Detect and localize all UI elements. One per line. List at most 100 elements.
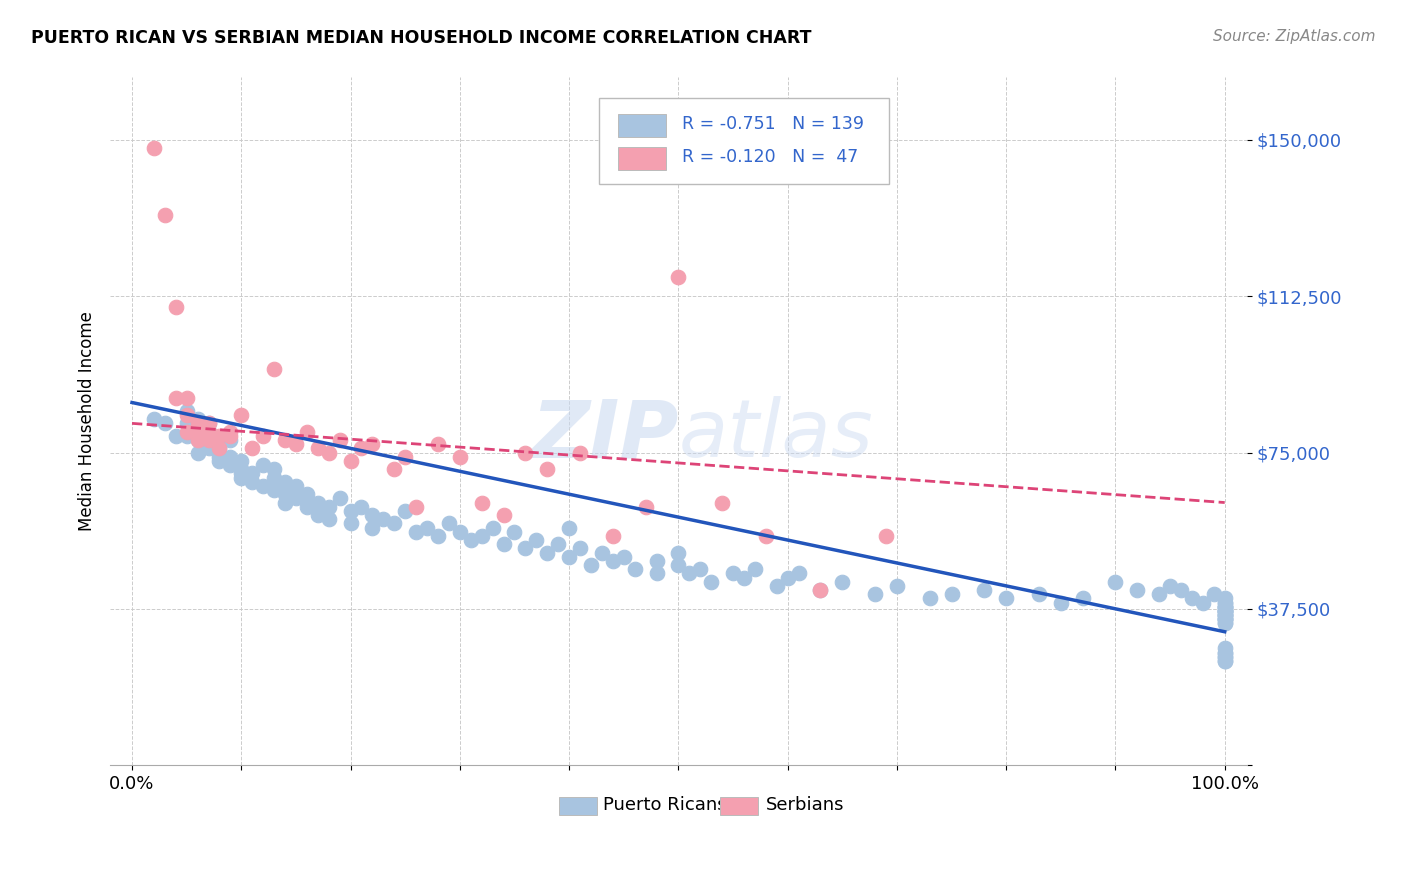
Point xyxy=(634,500,657,514)
Point xyxy=(1213,599,1236,614)
Point xyxy=(339,454,361,468)
Point xyxy=(165,429,187,443)
Point xyxy=(1213,608,1236,623)
Point xyxy=(1213,641,1236,656)
Point xyxy=(787,566,810,581)
Point xyxy=(187,412,209,426)
Point xyxy=(503,524,526,539)
Point xyxy=(645,566,668,581)
Point xyxy=(1213,604,1236,618)
Point xyxy=(941,587,963,601)
Point xyxy=(208,450,231,464)
Point xyxy=(536,545,558,559)
Point xyxy=(350,442,373,456)
Point xyxy=(427,437,450,451)
FancyBboxPatch shape xyxy=(599,98,889,184)
Point xyxy=(382,462,405,476)
Point xyxy=(208,429,231,443)
Point xyxy=(524,533,547,547)
FancyBboxPatch shape xyxy=(560,797,596,814)
Point xyxy=(197,417,219,431)
Point xyxy=(284,437,307,451)
Point xyxy=(405,500,427,514)
Point xyxy=(416,520,439,534)
Point xyxy=(678,566,700,581)
Point xyxy=(721,566,744,581)
Point xyxy=(165,392,187,406)
Point xyxy=(1202,587,1225,601)
Point xyxy=(536,462,558,476)
Point xyxy=(240,467,263,481)
Point xyxy=(1147,587,1170,601)
Point xyxy=(197,437,219,451)
Point xyxy=(471,495,494,509)
Point xyxy=(219,425,242,439)
Point xyxy=(569,541,592,556)
Point xyxy=(1213,604,1236,618)
FancyBboxPatch shape xyxy=(619,114,666,137)
Point xyxy=(165,300,187,314)
Point xyxy=(240,442,263,456)
Point xyxy=(318,500,340,514)
Point xyxy=(471,529,494,543)
Point xyxy=(382,516,405,531)
Point xyxy=(274,433,297,447)
Point xyxy=(361,520,384,534)
Point xyxy=(295,425,318,439)
Point xyxy=(231,462,253,476)
Point xyxy=(1213,604,1236,618)
Text: Serbians: Serbians xyxy=(766,796,845,814)
Point xyxy=(1213,604,1236,618)
Point xyxy=(1213,612,1236,626)
Point xyxy=(295,500,318,514)
Point xyxy=(1213,649,1236,664)
Point xyxy=(623,562,645,576)
Point xyxy=(318,512,340,526)
Point xyxy=(219,458,242,472)
Point xyxy=(831,574,853,589)
Point xyxy=(263,362,285,376)
Point xyxy=(1213,649,1236,664)
Point xyxy=(1213,616,1236,631)
Point xyxy=(252,479,274,493)
Point xyxy=(1104,574,1126,589)
Point xyxy=(744,562,766,576)
Point xyxy=(602,529,624,543)
FancyBboxPatch shape xyxy=(720,797,758,814)
Point xyxy=(361,437,384,451)
Point xyxy=(350,500,373,514)
Point xyxy=(666,270,689,285)
Point xyxy=(231,467,253,481)
Point xyxy=(810,583,832,598)
Point xyxy=(176,392,198,406)
Point xyxy=(307,442,329,456)
Point xyxy=(187,445,209,459)
Point xyxy=(437,516,460,531)
Point xyxy=(153,208,176,222)
Point xyxy=(481,520,503,534)
Point xyxy=(405,524,427,539)
Point xyxy=(219,433,242,447)
Point xyxy=(208,445,231,459)
Point xyxy=(666,545,689,559)
Point xyxy=(252,429,274,443)
Point xyxy=(886,579,908,593)
Point xyxy=(187,425,209,439)
Point xyxy=(231,454,253,468)
Point xyxy=(1028,587,1050,601)
Point xyxy=(1213,599,1236,614)
Point xyxy=(460,533,482,547)
FancyBboxPatch shape xyxy=(619,147,666,170)
Point xyxy=(547,537,569,551)
Point xyxy=(197,417,219,431)
Text: atlas: atlas xyxy=(678,396,873,474)
Point xyxy=(219,429,242,443)
Text: R = -0.120   N =  47: R = -0.120 N = 47 xyxy=(682,147,858,166)
Point xyxy=(284,479,307,493)
Point xyxy=(579,558,602,572)
Point xyxy=(329,491,352,506)
Text: Source: ZipAtlas.com: Source: ZipAtlas.com xyxy=(1212,29,1375,44)
Point xyxy=(689,562,711,576)
Point xyxy=(810,583,832,598)
Point xyxy=(1213,608,1236,623)
